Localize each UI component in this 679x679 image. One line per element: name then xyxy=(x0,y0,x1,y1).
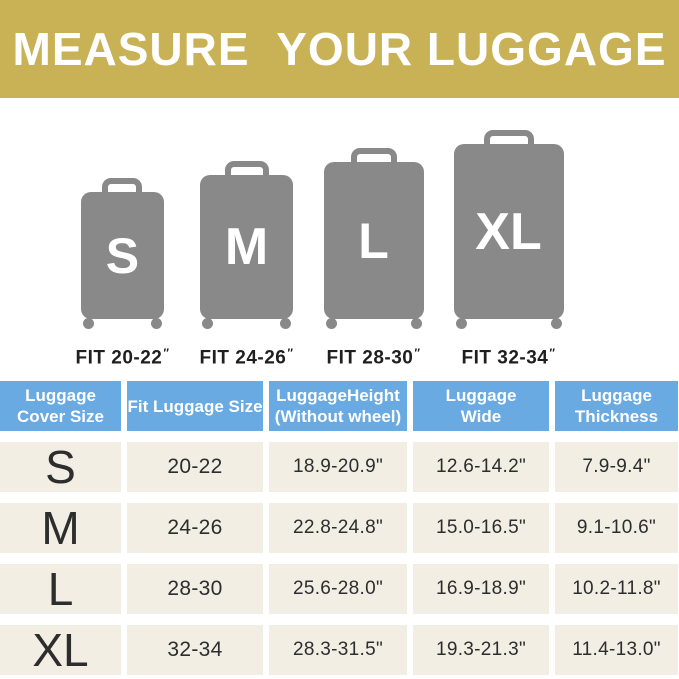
suitcase-body: XL xyxy=(453,144,564,319)
column-header-wide: Luggage Wide xyxy=(413,381,549,432)
inch-mark: ″ xyxy=(287,347,294,360)
cell-thickness-l: 10.2-11.8" xyxy=(555,564,678,615)
column-header-height: LuggageHeight (Without wheel) xyxy=(269,381,407,432)
cell-fit-m: 24-26 xyxy=(127,503,263,554)
fit-size-text: FIT 24-26 xyxy=(199,347,287,369)
inch-mark: ″ xyxy=(163,347,170,360)
wheel-icon xyxy=(325,318,337,329)
cell-size-l: L xyxy=(0,563,121,615)
wheel-icon xyxy=(150,318,162,329)
suitcase-l-icon: L xyxy=(323,148,424,329)
suitcase-lineup: S FIT 20-22″ M FIT 24-26″ L xyxy=(0,130,679,369)
fit-size-label: FIT 32-34″ xyxy=(462,347,556,369)
size-letter: L xyxy=(358,212,389,269)
suitcase-body: L xyxy=(323,162,424,319)
inch-mark: ″ xyxy=(414,347,421,360)
cell-wide-xl: 19.3-21.3" xyxy=(413,625,549,676)
cell-height-m: 22.8-24.8" xyxy=(269,503,407,554)
cell-fit-xl: 32-34 xyxy=(127,625,263,676)
cell-wide-s: 12.6-14.2" xyxy=(413,442,549,493)
title-banner: MEASURE YOUR LUGGAGE xyxy=(0,0,679,98)
fit-size-text: FIT 20-22 xyxy=(75,347,163,369)
inch-mark: ″ xyxy=(549,347,556,360)
suitcase-body: M xyxy=(200,175,293,319)
cell-height-xl: 28.3-31.5" xyxy=(269,625,407,676)
fit-size-label: FIT 20-22″ xyxy=(75,347,169,369)
cell-size-s: S xyxy=(0,441,121,493)
column-header-thickness: Luggage Thickness xyxy=(555,381,678,432)
size-letter: M xyxy=(224,218,269,276)
suitcase-handle-icon xyxy=(224,161,269,175)
fit-size-label: FIT 24-26″ xyxy=(200,347,294,369)
column-header-cover-size: Luggage Cover Size xyxy=(0,381,121,432)
wheel-icon xyxy=(280,318,291,329)
wheel-icon xyxy=(550,318,562,329)
size-letter: S xyxy=(105,227,140,284)
suitcase-body: S xyxy=(80,192,164,319)
wheel-icon xyxy=(202,318,213,329)
cell-wide-m: 15.0-16.5" xyxy=(413,503,549,554)
cell-fit-s: 20-22 xyxy=(127,442,263,493)
fit-size-text: FIT 28-30 xyxy=(326,347,414,369)
wheel-icon xyxy=(455,318,467,329)
cell-height-l: 25.6-28.0" xyxy=(269,564,407,615)
cell-size-m: M xyxy=(0,502,121,554)
wheel-icon xyxy=(82,318,94,329)
size-column-m: M FIT 24-26″ xyxy=(200,161,294,369)
suitcase-m-icon: M xyxy=(200,161,293,329)
size-letter: XL xyxy=(475,202,542,261)
fit-size-text: FIT 32-34 xyxy=(461,347,549,369)
cell-thickness-m: 9.1-10.6" xyxy=(555,503,678,554)
page-title: MEASURE YOUR LUGGAGE xyxy=(12,23,667,75)
suitcase-handle-icon xyxy=(483,130,534,144)
size-column-s: S FIT 20-22″ xyxy=(75,178,169,369)
column-header-fit-size: Fit Luggage Size xyxy=(127,381,263,432)
size-table: Luggage Cover Size Fit Luggage Size Lugg… xyxy=(0,381,679,676)
fit-size-label: FIT 28-30″ xyxy=(327,347,421,369)
cell-thickness-xl: 11.4-13.0" xyxy=(555,625,678,676)
cell-fit-l: 28-30 xyxy=(127,564,263,615)
suitcase-handle-icon xyxy=(102,178,143,192)
wheel-icon xyxy=(410,318,422,329)
suitcase-s-icon: S xyxy=(80,178,164,329)
cell-size-xl: XL xyxy=(0,624,121,676)
suitcase-handle-icon xyxy=(350,148,397,162)
size-column-l: L FIT 28-30″ xyxy=(323,148,424,369)
suitcase-xl-icon: XL xyxy=(453,130,564,329)
cell-thickness-s: 7.9-9.4" xyxy=(555,442,678,493)
cell-wide-l: 16.9-18.9" xyxy=(413,564,549,615)
cell-height-s: 18.9-20.9" xyxy=(269,442,407,493)
size-column-xl: XL FIT 32-34″ xyxy=(453,130,564,369)
